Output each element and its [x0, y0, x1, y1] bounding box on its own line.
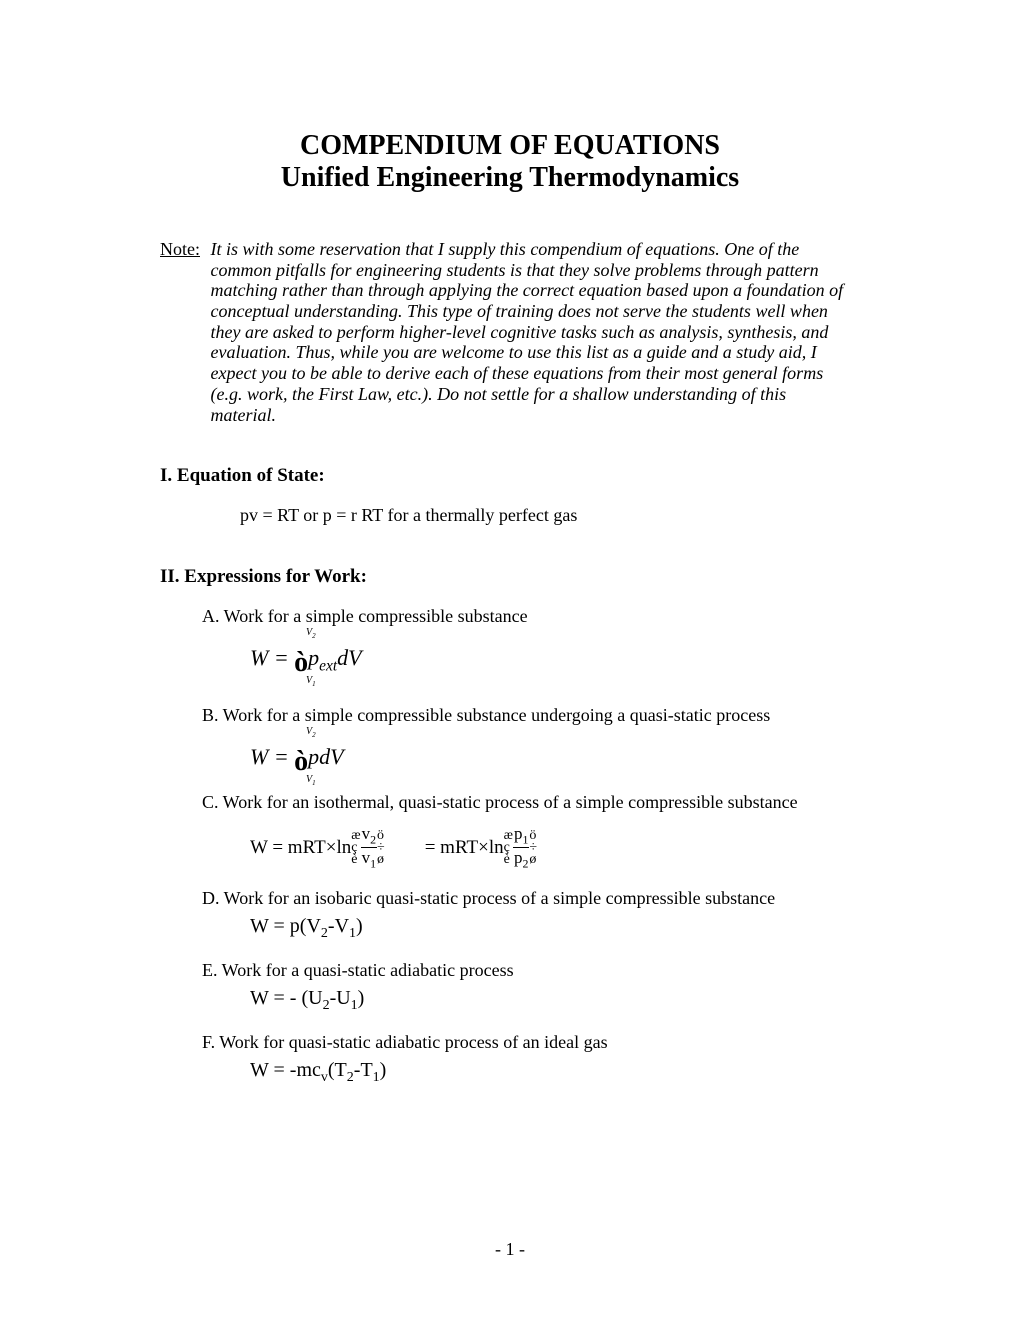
eqC-frac1: v2 v1: [361, 825, 377, 870]
sub: 2: [370, 833, 376, 847]
deco: è: [351, 852, 357, 867]
deco: ø: [377, 852, 384, 867]
eqC-lead: W = mRT: [250, 837, 326, 859]
eq-F: W = -mcv(T2-T1): [250, 1059, 860, 1086]
eqE-post: ): [358, 987, 365, 1009]
item-B: B. Work for a simple compressible substa…: [202, 705, 860, 726]
eqF-mid1: (T: [328, 1059, 347, 1081]
eqA-prefix: W =: [250, 645, 294, 670]
eqF-mid2: -T: [354, 1059, 373, 1081]
page-number: - 1 -: [0, 1239, 1020, 1260]
right-bracket-1: ö ÷ ø: [377, 830, 385, 866]
section1-heading: I. Equation of State:: [160, 465, 860, 487]
eqF-post: ): [380, 1059, 387, 1081]
v: v: [362, 848, 371, 867]
eq-B: V2 W = òpdV V1: [250, 730, 860, 786]
eqE-sub2: 1: [351, 998, 358, 1013]
eq-D: W = p(V2-V1): [250, 915, 860, 942]
left-bracket-1: æ ç è: [351, 830, 360, 866]
section2-heading: II. Expressions for Work:: [160, 566, 860, 588]
eq-A: V2 W = òpextdV V1: [250, 631, 860, 687]
item-C: C. Work for an isothermal, quasi-static …: [202, 792, 860, 813]
deco: ø: [529, 852, 536, 867]
eqA-lower-sub: 1: [312, 680, 316, 688]
integral-sign: ò: [294, 647, 308, 678]
sub: 2: [522, 856, 528, 870]
note-text: It is with some reservation that I suppl…: [211, 239, 846, 425]
eqC-ln2: ln: [489, 837, 504, 859]
title-line2: Unified Engineering Thermodynamics: [160, 162, 860, 194]
eqA-dv: dV: [337, 645, 361, 670]
eqA-upper-sub: 2: [312, 632, 316, 640]
item-D: D. Work for an isobaric quasi-static pro…: [202, 888, 860, 909]
eqA-p: p: [308, 645, 319, 670]
eqC-mid: = mRT: [425, 837, 478, 859]
eqD-sub2: 1: [349, 926, 356, 941]
eqE-sub1: 2: [323, 998, 330, 1013]
eq-E: W = - (U2-U1): [250, 987, 860, 1014]
eqB-prefix: W =: [250, 744, 294, 769]
right-bracket-2: ö ÷ ø: [529, 830, 537, 866]
title-block: COMPENDIUM OF EQUATIONS Unified Engineer…: [160, 130, 860, 194]
eqD-post: ): [356, 915, 363, 937]
eqC-ln1: ln: [336, 837, 351, 859]
integral-sign: ò: [294, 746, 308, 777]
eqE-pre: W = - (U: [250, 987, 323, 1009]
note-block: Note: It is with some reservation that I…: [160, 239, 860, 425]
eqC-frac2: p1 p2: [513, 825, 529, 870]
v: v: [362, 824, 371, 843]
eqE-mid: -U: [330, 987, 351, 1009]
eqF-cv: v: [321, 1070, 328, 1085]
eqF-sub1: 2: [347, 1070, 354, 1085]
left-bracket-2: æ ç è: [504, 830, 513, 866]
eqD-sub1: 2: [321, 926, 328, 941]
deco: è: [504, 852, 510, 867]
eq-state: pv = RT or p = r RT for a thermally perf…: [240, 505, 860, 526]
eqD-mid: -V: [328, 915, 349, 937]
title-line1: COMPENDIUM OF EQUATIONS: [160, 130, 860, 162]
sub: 1: [522, 833, 528, 847]
item-F: F. Work for quasi-static adiabatic proce…: [202, 1032, 860, 1053]
item-A: A. Work for a simple compressible substa…: [202, 606, 860, 627]
eqF-pre: W = -mc: [250, 1059, 321, 1081]
eq-C: W = mRT × ln æ ç è v2 v1 ö ÷ ø = mRT × l…: [250, 825, 860, 870]
note-label: Note:: [160, 239, 200, 260]
item-E: E. Work for a quasi-static adiabatic pro…: [202, 960, 860, 981]
eqF-sub2: 1: [373, 1070, 380, 1085]
eqD-pre: W = p(V: [250, 915, 321, 937]
page: COMPENDIUM OF EQUATIONS Unified Engineer…: [0, 0, 1020, 1320]
eqB-lower-sub: 1: [312, 779, 316, 787]
eqB-integrand: pdV: [308, 744, 343, 769]
sub: 1: [370, 856, 376, 870]
eqB-upper-sub: 2: [312, 731, 316, 739]
eqA-ext: ext: [319, 658, 337, 675]
